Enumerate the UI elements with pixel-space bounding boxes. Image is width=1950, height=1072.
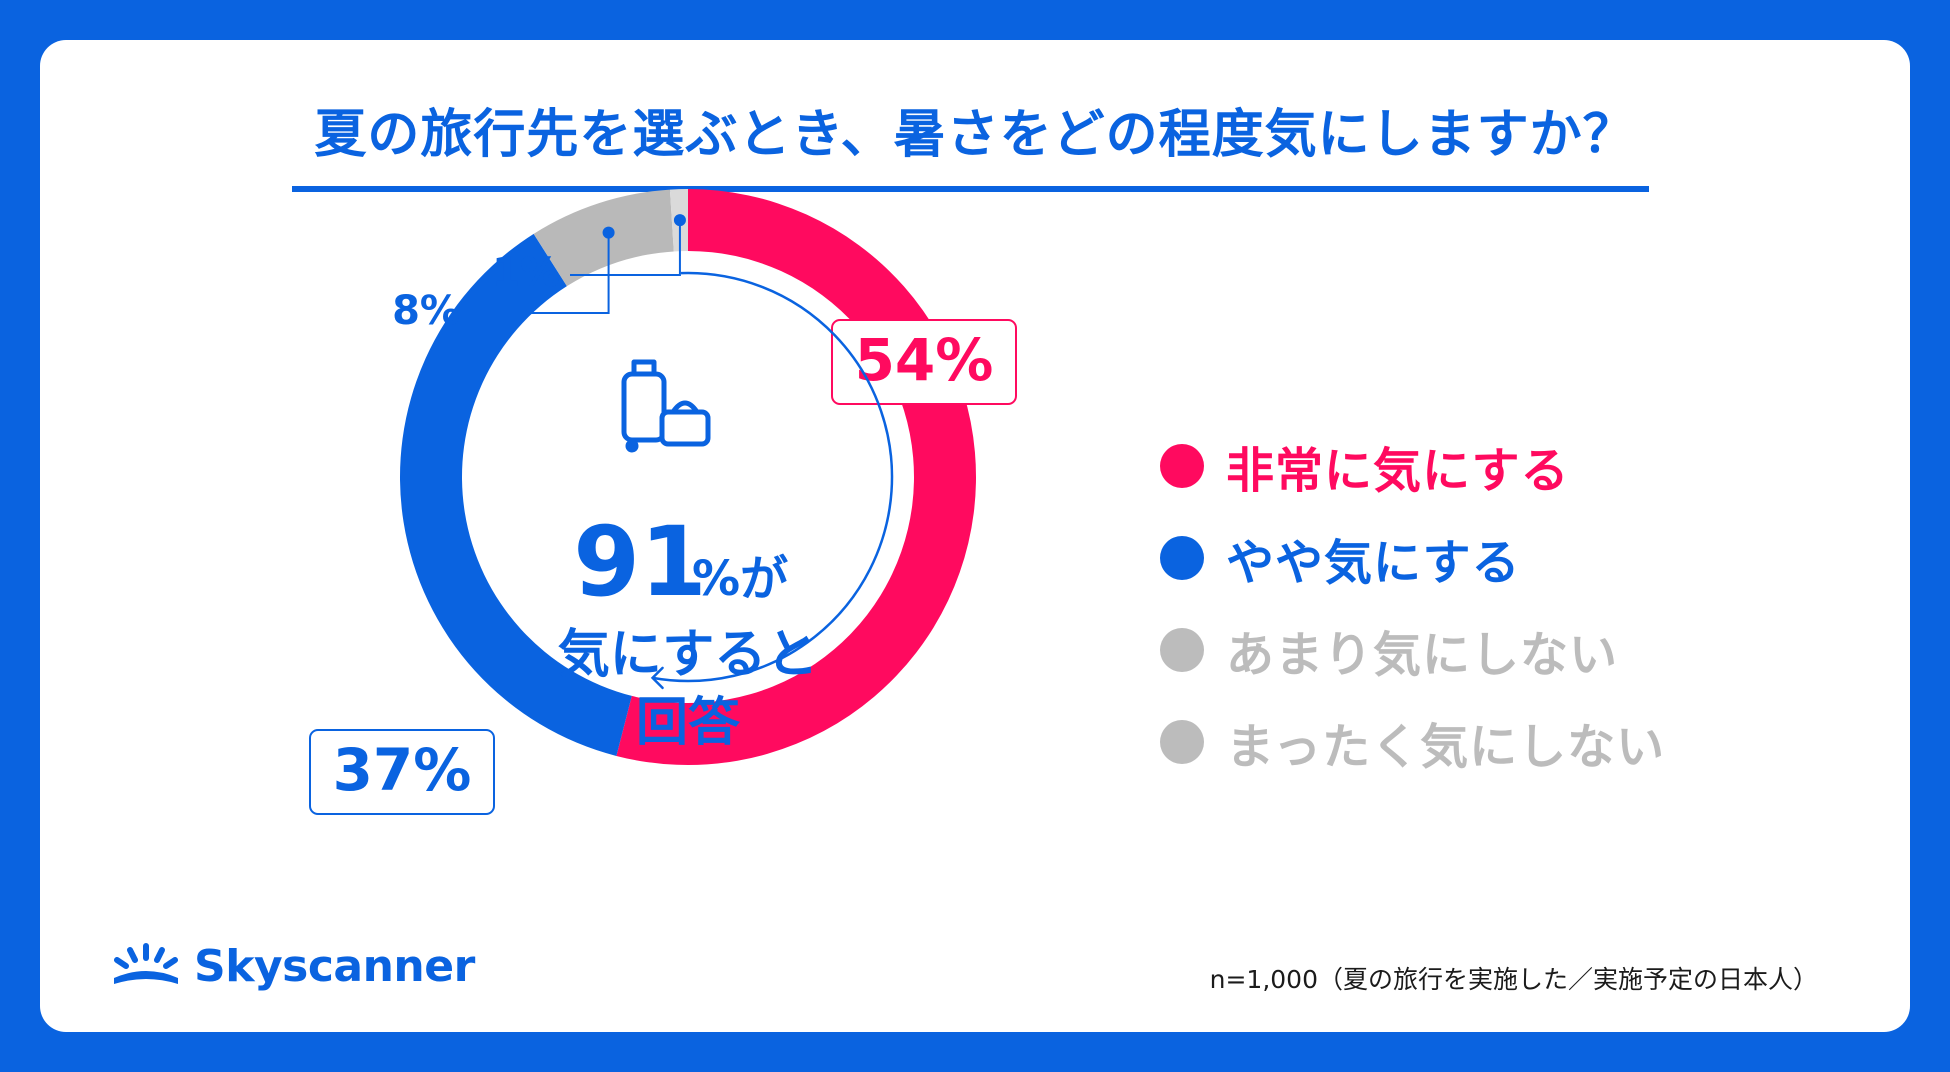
legend-dot-somewhat [1160,536,1204,580]
chart-legend: 非常に気にする やや気にする あまり気にしない まったく気にしない [1160,420,1665,788]
center-arrow [652,271,894,683]
suitcase-body [621,371,667,443]
slice-not-much [533,189,674,287]
legend-label-not-at-all: まったく気にしない [1226,719,1666,775]
data-label-somewhat-box [309,729,495,815]
legend-dot-not-much [1160,628,1204,672]
center-arrow-head [650,666,664,690]
data-label-not-much-leader [470,232,610,314]
luggage-icon [621,359,711,453]
center-line2: 気にすると [558,625,819,685]
data-label-not-much: 8% [392,288,460,334]
legend-label-very: 非常に気にする [1226,443,1570,499]
legend-item-very: 非常に気にする [1160,420,1665,512]
center-suffix: %が [692,551,788,607]
legend-item-somewhat: やや気にする [1160,512,1665,604]
center-line3: 回答 [636,693,741,753]
suitcase-wheel [625,439,639,453]
brand-name: Skyscanner [194,940,475,992]
legend-dot-very [1160,444,1204,488]
legend-dot-not-at-all [1160,720,1204,764]
data-label-not-at-all: 1% [492,250,560,296]
data-label-very: 54% [855,326,994,394]
brand-logo: Skyscanner [110,940,475,992]
data-label-very-box [831,319,1017,405]
bag-body [659,409,711,447]
legend-item-not-at-all: まったく気にしない [1160,696,1665,788]
legend-label-not-much: あまり気にしない [1226,627,1619,683]
infographic-card: 夏の旅行先を選ぶとき、暑さをどの程度気にしますか？ 54% 37% 8% 1% 91%… [40,40,1910,1032]
donut-callouts: 54% 37% 8% 1% [309,214,1017,815]
center-big-value: 91 [573,506,707,618]
suitcase-handle [631,359,657,374]
slice-somewhat [400,233,632,756]
skyscanner-sunrise-icon [114,943,178,984]
title-underline [292,186,1649,192]
data-label-not-at-all-leader [570,220,681,276]
sample-footnote: n=1,000（夏の旅行を実施した／実施予定の日本人） [1209,965,1818,994]
legend-label-somewhat: やや気にする [1226,535,1521,591]
data-label-somewhat: 37% [333,736,472,804]
chart-title: 夏の旅行先を選ぶとき、暑さをどの程度気にしますか？ [314,105,1636,165]
legend-item-not-much: あまり気にしない [1160,604,1665,696]
bag-handle [670,400,700,414]
